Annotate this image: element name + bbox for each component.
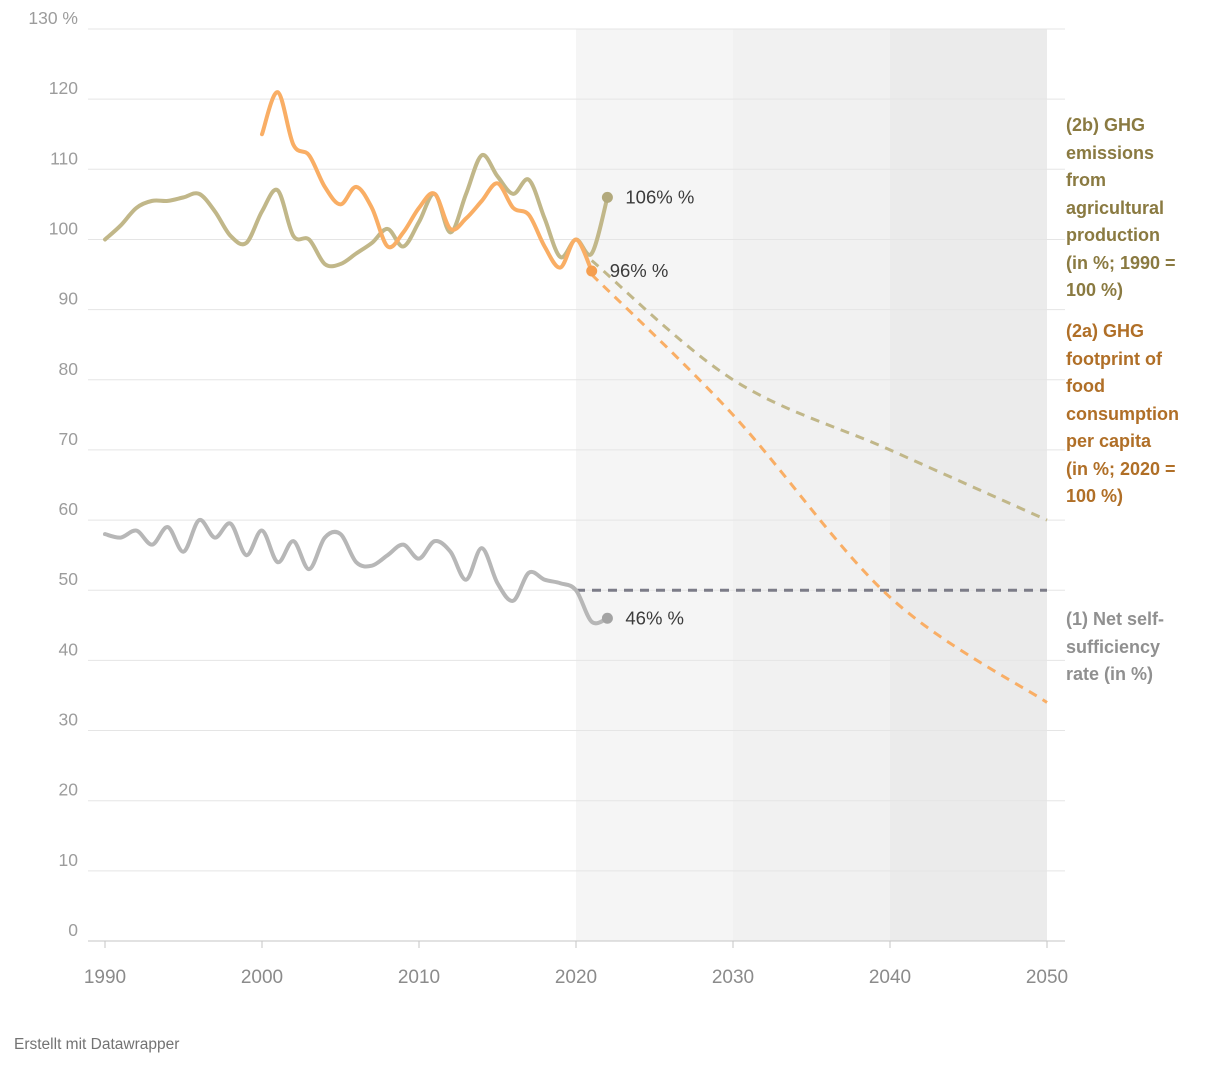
projection-band xyxy=(576,29,733,941)
x-tick-label: 2000 xyxy=(241,967,283,988)
y-tick-label: 110 xyxy=(50,148,78,168)
y-tick-label: 50 xyxy=(59,569,79,589)
point-label-food-footprint: 96% % xyxy=(610,260,669,281)
x-tick-label: 2050 xyxy=(1026,967,1068,988)
series-end-dot-food-footprint xyxy=(586,265,598,277)
x-tick-label: 2010 xyxy=(398,967,440,988)
x-tick-label: 2020 xyxy=(555,967,597,988)
y-tick-label: 20 xyxy=(59,780,79,800)
y-tick-label: 10 xyxy=(59,850,79,870)
series-line-agri-production xyxy=(103,153,610,269)
series-line-self-sufficiency xyxy=(103,518,610,626)
projection-line-agri-production xyxy=(590,259,1048,522)
point-label-agri-production: 106% % xyxy=(625,186,694,207)
legend-label-net-self-sufficiency: (1) Net self- sufficiency rate (in %) xyxy=(1066,609,1165,684)
projection-band xyxy=(890,29,1047,941)
y-tick-label: 70 xyxy=(59,429,79,449)
y-tick-label: 80 xyxy=(59,359,79,379)
y-tick-label: 120 xyxy=(49,78,78,98)
x-tick-label: 1990 xyxy=(84,967,126,988)
x-tick-label: 2030 xyxy=(712,967,754,988)
y-tick-label: 30 xyxy=(59,710,79,730)
series-end-dot-agri-production xyxy=(601,191,613,203)
y-tick-label: 100 xyxy=(49,218,78,238)
datawrapper-credit: Erstellt mit Datawrapper xyxy=(14,1036,180,1053)
legend-label-ghg-agricultural-production: (2b) GHG emissions from agricultural pro… xyxy=(1066,115,1176,300)
point-label-self-sufficiency: 46% % xyxy=(625,607,684,628)
series-end-dot-self-sufficiency xyxy=(601,612,613,624)
y-tick-label: 130 % xyxy=(28,8,78,28)
series-line-food-footprint xyxy=(260,90,594,274)
y-tick-label: 0 xyxy=(68,920,78,940)
projection-line-food-footprint xyxy=(590,273,1048,704)
x-tick-label: 2040 xyxy=(869,967,911,988)
y-tick-label: 90 xyxy=(59,289,79,309)
y-tick-label: 60 xyxy=(59,499,79,519)
legend-label-ghg-food-footprint: (2a) GHG footprint of food consumption p… xyxy=(1066,321,1179,506)
projection-band xyxy=(733,29,890,941)
y-tick-label: 40 xyxy=(59,639,79,659)
